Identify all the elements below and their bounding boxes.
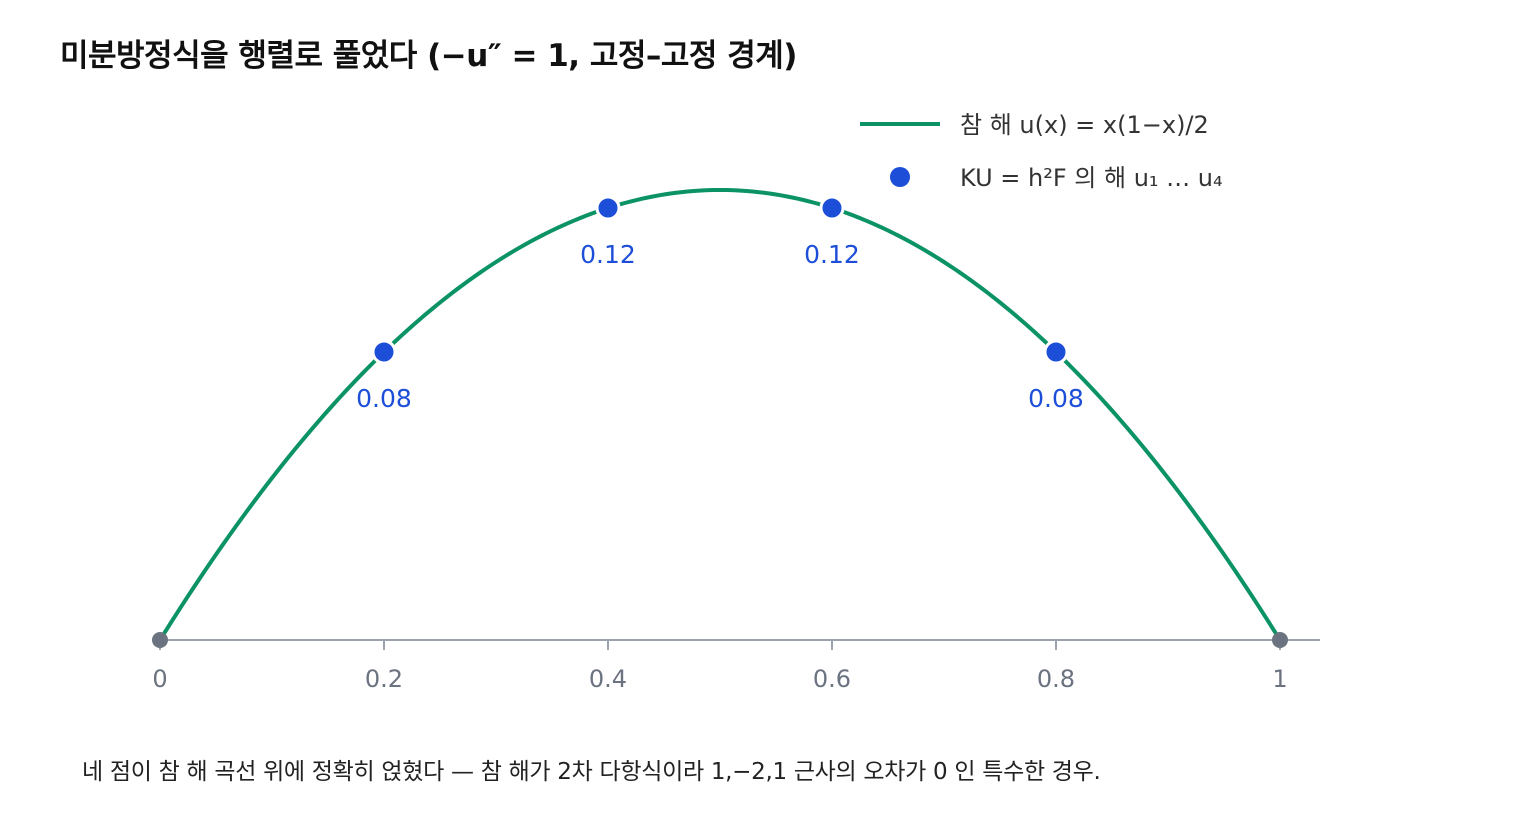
chart-svg: 참 해 u(x) = x(1−x)/2 KU = h²F 의 해 u₁ … u₄… bbox=[152, 111, 1320, 693]
boundary-point bbox=[1272, 632, 1288, 648]
boundary-point bbox=[152, 632, 168, 648]
legend: 참 해 u(x) = x(1−x)/2 KU = h²F 의 해 u₁ … u₄ bbox=[860, 111, 1223, 192]
solution-point bbox=[819, 195, 845, 221]
x-tick-label: 0.6 bbox=[813, 665, 851, 693]
x-tick-label: 0 bbox=[152, 665, 167, 693]
solution-point bbox=[1043, 339, 1069, 365]
legend-point-swatch bbox=[890, 167, 910, 187]
solution-value-label: 0.08 bbox=[356, 384, 412, 413]
x-tick-label: 0.8 bbox=[1037, 665, 1075, 693]
solution-point bbox=[595, 195, 621, 221]
solution-point bbox=[371, 339, 397, 365]
plot-area: 0 0.2 0.4 0.6 0.8 1 0.08 0.12 0.12 0.08 bbox=[152, 188, 1320, 693]
legend-label-discrete-solution: KU = h²F 의 해 u₁ … u₄ bbox=[960, 164, 1223, 192]
x-tick-label: 1 bbox=[1272, 665, 1287, 693]
solution-value-label: 0.08 bbox=[1028, 384, 1084, 413]
chart-title: 미분방정식을 행렬로 풀었다 (−u″ = 1, 고정–고정 경계) bbox=[60, 38, 797, 74]
true-solution-curve bbox=[158, 188, 1282, 642]
legend-label-true-solution: 참 해 u(x) = x(1−x)/2 bbox=[960, 111, 1209, 139]
x-tick-label: 0.4 bbox=[589, 665, 627, 693]
solution-value-label: 0.12 bbox=[580, 240, 636, 269]
x-tick-label: 0.2 bbox=[365, 665, 403, 693]
solution-value-label: 0.12 bbox=[804, 240, 860, 269]
chart-caption: 네 점이 참 해 곡선 위에 정확히 얹혔다 — 참 해가 2차 다항식이라 1… bbox=[82, 759, 1101, 785]
